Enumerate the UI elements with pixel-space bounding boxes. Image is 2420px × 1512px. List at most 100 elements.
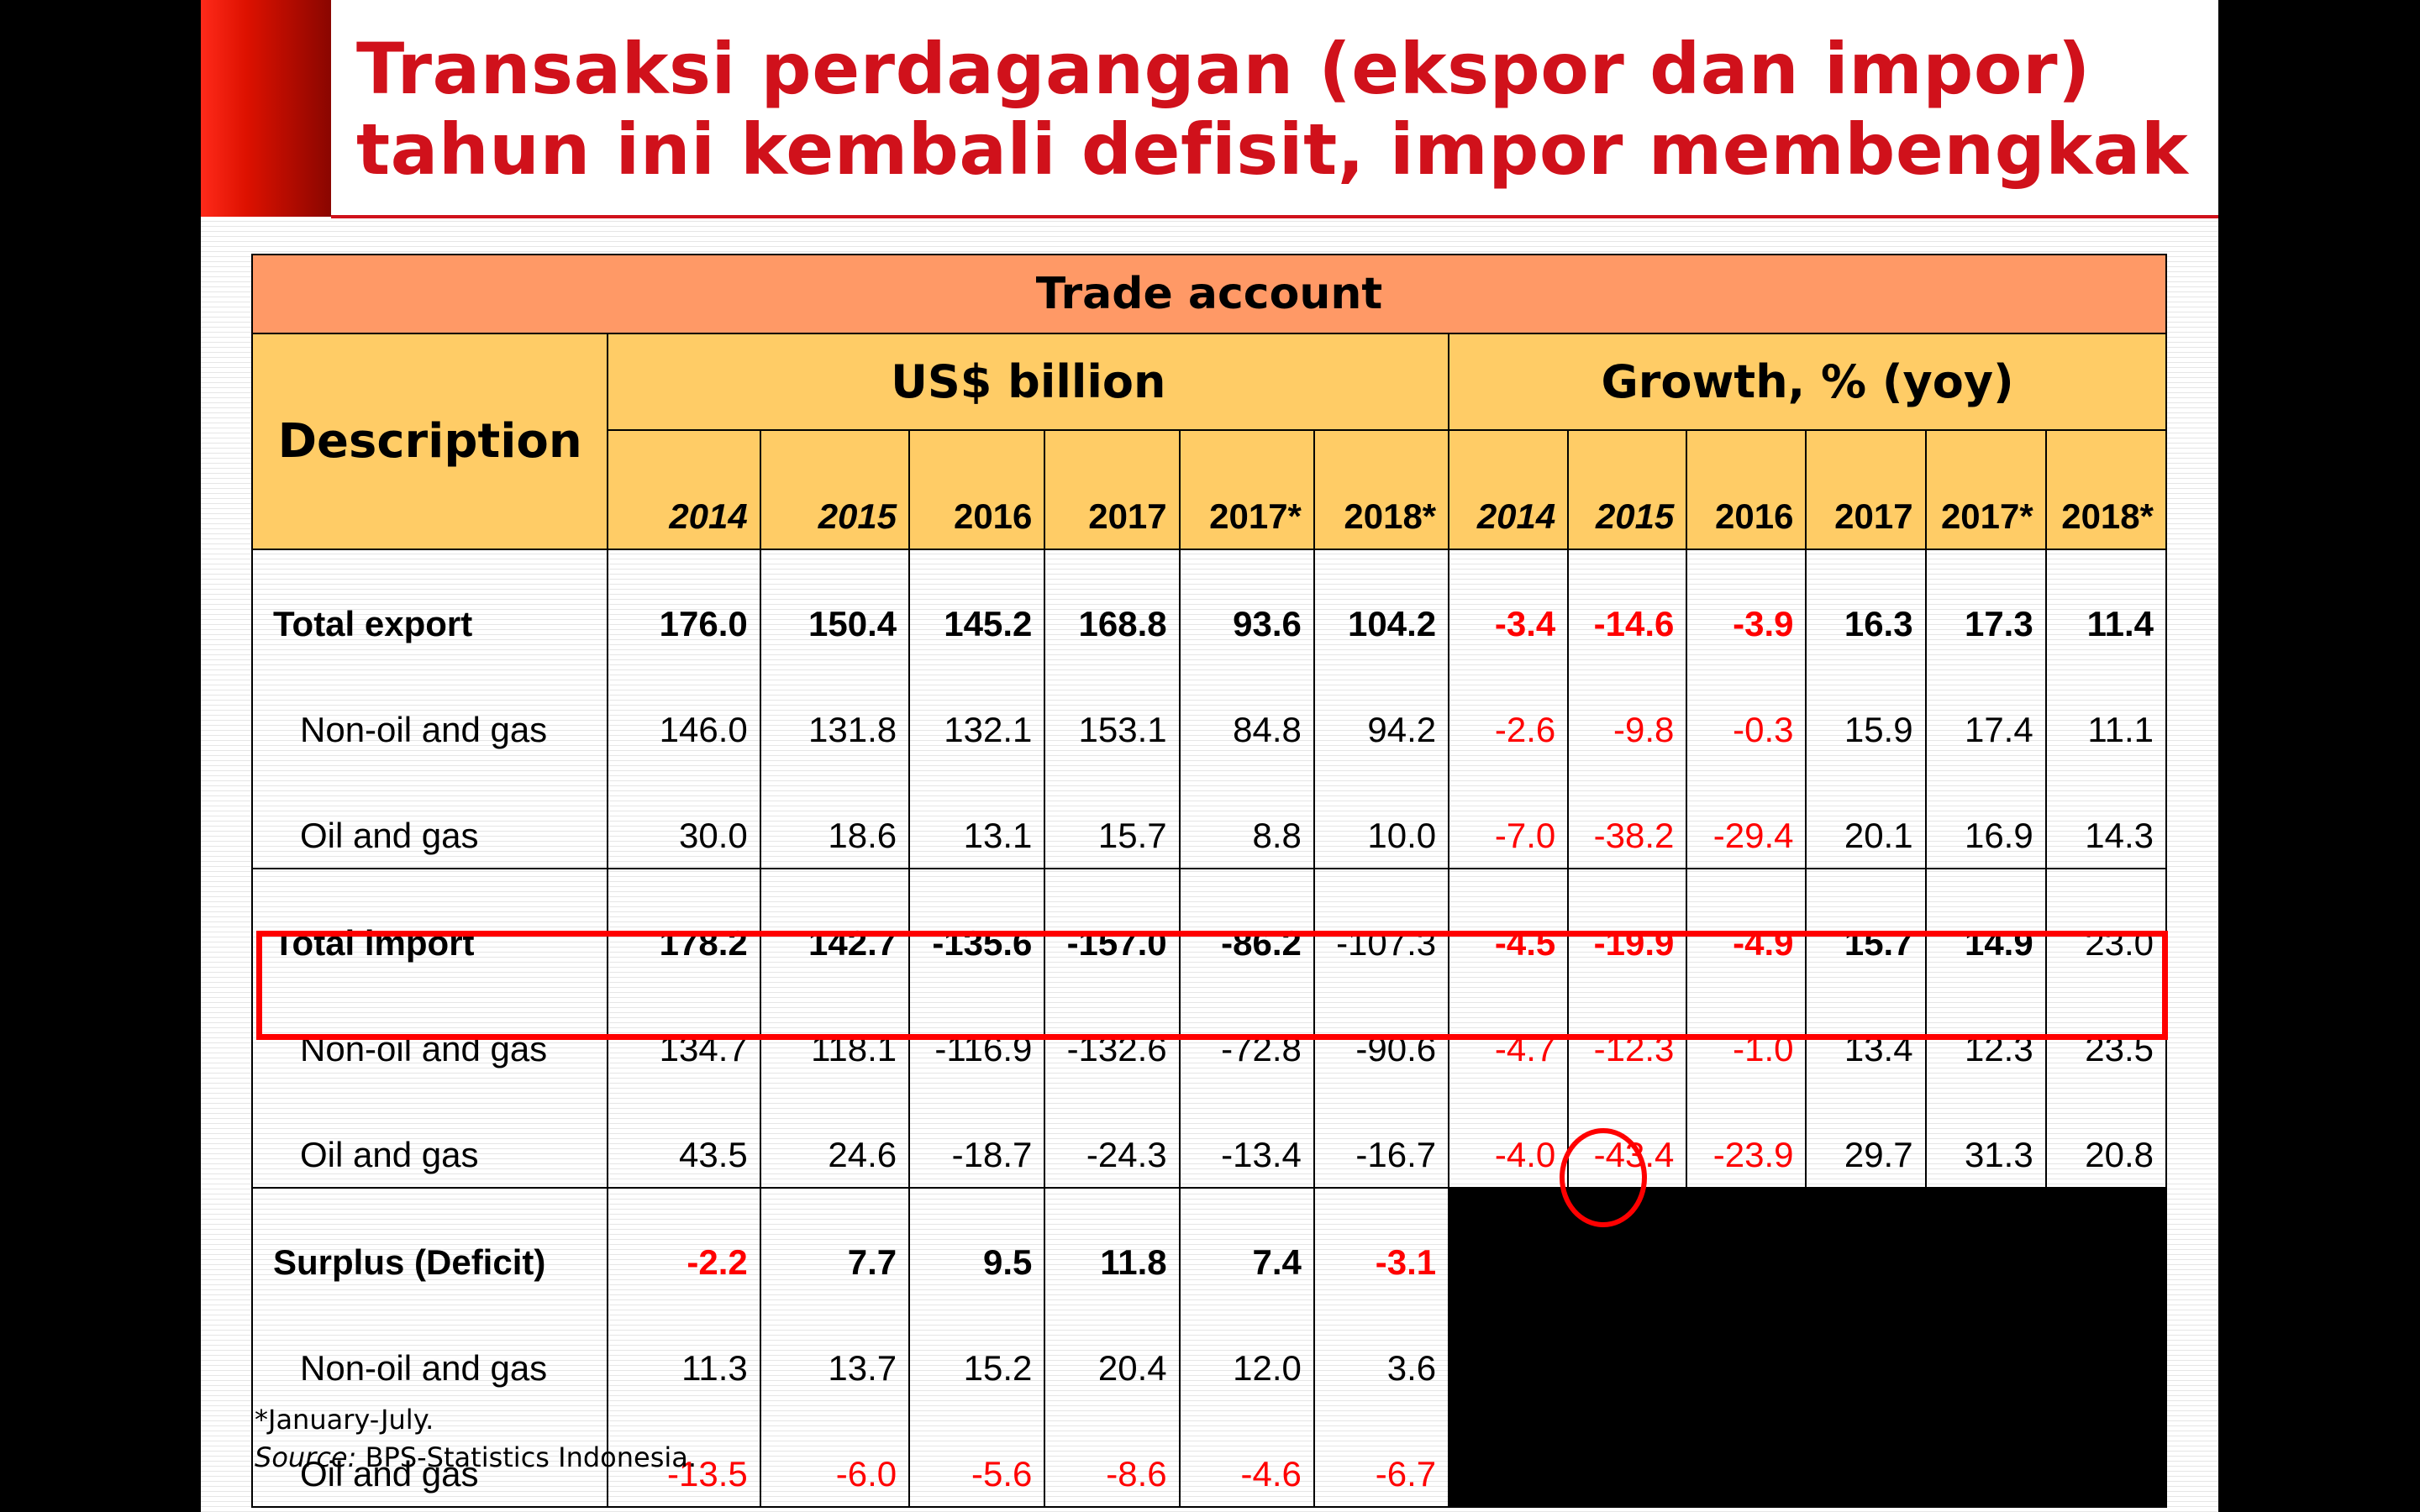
growth-value-cell: 16.3 [1805,549,1927,656]
blacked-out-cell [2044,1294,2168,1400]
usd-value-cell: 20.4 [1044,1294,1181,1400]
growth-value-cell: 29.7 [1805,1081,1927,1188]
usd-value-cell: 13.1 [908,762,1046,869]
usd-value-cell: -2.2 [607,1187,761,1294]
year-header-usd-6: 2018* [1313,429,1450,550]
blacked-out-cell [1686,1187,1807,1294]
usd-value-cell: 153.1 [1044,656,1181,762]
highlight-circle-deficit-2018 [1560,1128,1647,1227]
blacked-out-cell [1805,1187,1927,1294]
growth-value-cell: 15.7 [1805,868,1927,975]
usd-value-cell: 15.2 [908,1294,1046,1400]
usd-value-cell: -6.7 [1313,1400,1450,1508]
growth-value-cell: -29.4 [1686,762,1807,869]
growth-value-cell: -3.4 [1448,549,1570,656]
trade-account-table: Trade account Description US$ billion Gr… [250,254,2168,1508]
table-body: Total export 176.0 150.4 145.2 168.8 93.6 104.… [250,549,2168,1508]
growth-value-cell: -3.9 [1686,549,1807,656]
growth-value-cell: -38.2 [1567,762,1688,869]
footnote-note: *January-July. [255,1404,434,1436]
growth-value-cell: -2.6 [1448,656,1570,762]
year-header-usd-2: 2015 [759,429,911,550]
blacked-out-cell [1924,1400,2047,1508]
row-label: Oil and gas [250,1400,609,1508]
usd-value-cell: 93.6 [1178,549,1315,656]
red-accent-bar [201,0,331,217]
usd-value-cell: 11.3 [607,1294,761,1400]
usd-value-cell: -8.6 [1044,1400,1181,1508]
usd-value-cell: 18.6 [759,762,911,869]
usd-value-cell: 9.5 [908,1187,1046,1294]
footnote: *January-July. Source: BPS-Statistics In… [255,1401,697,1477]
growth-value-cell: -4.0 [1448,1081,1570,1188]
blacked-out-cell [1924,1294,2047,1400]
blacked-out-cell [1924,1187,2047,1294]
blacked-out-cell [1448,1294,1570,1400]
year-header-row: 2014 2015 2016 2017 2017* 2018* 2014 2015 2016 20… [252,429,2168,550]
usd-value-cell: 24.6 [759,1081,911,1188]
year-header-growth-6: 2018* [2044,429,2168,550]
row-label: Total export [250,549,609,656]
usd-value-cell: -3.1 [1313,1187,1450,1294]
growth-value-cell: -7.0 [1448,762,1570,869]
usd-value-cell: 142.7 [759,868,911,975]
growth-value-cell: 20.1 [1805,762,1927,869]
usd-value-cell: 43.5 [607,1081,761,1188]
usd-value-cell: -13.4 [1178,1081,1315,1188]
usd-value-cell: -157.0 [1044,868,1181,975]
usd-value-cell: 176.0 [607,549,761,656]
growth-value-cell: -19.9 [1567,868,1688,975]
highlight-box-nonoil-import [256,931,2168,1040]
growth-value-cell: 11.4 [2044,549,2168,656]
usd-value-cell: 94.2 [1313,656,1450,762]
row-label: Non-oil and gas [250,656,609,762]
blacked-out-cell [2044,1187,2168,1294]
growth-value-cell: 20.8 [2044,1081,2168,1188]
table-row: Total import 178.2 142.7 -135.6 -157.0 -86.2-… [250,868,2168,975]
blacked-out-cell [2044,1400,2168,1508]
growth-yoy-header: Growth, % (yoy) [1448,333,2167,431]
usd-value-cell: -16.7 [1313,1081,1450,1188]
slide-title-line1: Transaksi perdagangan (ekspor dan impor) [356,28,2091,110]
usd-value-cell: -135.6 [908,868,1046,975]
usd-value-cell: 8.8 [1178,762,1315,869]
year-header-growth-3: 2016 [1686,429,1807,550]
usd-value-cell: -86.2 [1178,868,1315,975]
table-row: Total export 176.0 150.4 145.2 168.8 93.6 104.… [250,549,2168,656]
blacked-out-cell [1567,1400,1688,1508]
blacked-out-cell [1805,1294,1927,1400]
growth-value-cell: 12.3 [1924,975,2047,1081]
usd-value-cell: -24.3 [1044,1081,1181,1188]
usd-value-cell: -6.0 [759,1400,911,1508]
growth-value-cell: -4.9 [1686,868,1807,975]
usd-value-cell: -4.6 [1178,1400,1315,1508]
row-label: Oil and gas [250,762,609,869]
growth-value-cell: -4.5 [1448,868,1570,975]
table-row: Oil and gas -13.5 -6.0 -5.6 -8.6 -4.6 -6.7 [250,1400,2168,1508]
table-row: Non-oil and gas 146.0 131.8 132.1 153.1 84.8 9… [250,656,2168,762]
growth-value-cell: -23.9 [1686,1081,1807,1188]
usd-value-cell: 12.0 [1178,1294,1315,1400]
growth-value-cell: 31.3 [1924,1081,2047,1188]
title-band [331,0,2218,217]
row-label: Non-oil and gas [250,1294,609,1400]
year-header-growth-5: 2017* [1924,429,2047,550]
table-row: Non-oil and gas 11.3 13.7 15.2 20.4 12.0 3.6 [250,1294,2168,1400]
table-row: Oil and gas 43.5 24.6 -18.7 -24.3 -13.4 -16.7-… [250,1081,2168,1188]
growth-value-cell: 16.9 [1924,762,2047,869]
usd-value-cell: -13.5 [607,1400,761,1508]
usd-value-cell: 178.2 [607,868,761,975]
usd-value-cell: -5.6 [908,1400,1046,1508]
source-text: BPS-Statistics Indonesia. [356,1441,697,1473]
growth-value-cell: 15.9 [1805,656,1927,762]
usd-value-cell: 168.8 [1044,549,1181,656]
slide-title: Transaksi perdagangan (ekspor dan impor)… [356,29,2188,190]
usd-value-cell: 132.1 [908,656,1046,762]
usd-value-cell: 150.4 [759,549,911,656]
usd-value-cell: 84.8 [1178,656,1315,762]
row-label: Oil and gas [250,1081,609,1188]
usd-value-cell: -72.8 [1178,975,1315,1081]
usd-value-cell: 146.0 [607,656,761,762]
blacked-out-cell [1448,1187,1570,1294]
blacked-out-cell [1686,1294,1807,1400]
